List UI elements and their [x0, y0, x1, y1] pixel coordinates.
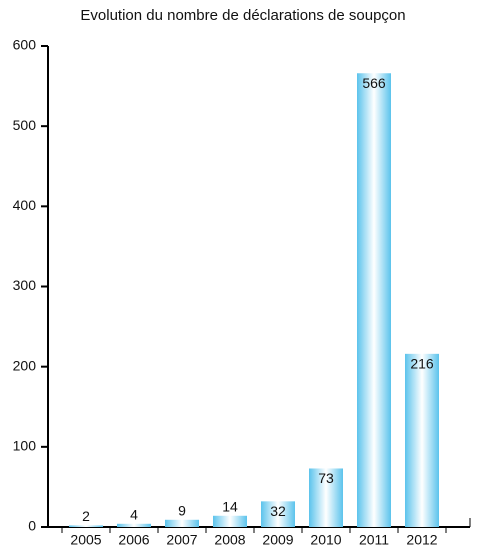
- x-tick-label: 2009: [262, 532, 293, 548]
- y-tick-label: 200: [13, 357, 37, 373]
- y-tick-label: 0: [28, 518, 36, 534]
- y-tick-label: 300: [13, 277, 37, 293]
- bar: [165, 519, 199, 527]
- x-tick-label: 2008: [214, 532, 245, 548]
- value-label: 4: [130, 506, 138, 522]
- value-label: 216: [410, 356, 434, 372]
- y-tick-label: 100: [13, 438, 37, 454]
- value-label: 566: [362, 75, 386, 91]
- x-tick-label: 2012: [406, 532, 437, 548]
- bar: [357, 73, 391, 528]
- bar: [405, 353, 439, 527]
- x-tick-label: 2007: [166, 532, 197, 548]
- x-tick-label: 2005: [70, 532, 101, 548]
- x-tick-label: 2011: [359, 532, 389, 548]
- value-label: 9: [178, 502, 186, 518]
- value-label: 32: [270, 503, 286, 519]
- chart-title: Evolution du nombre de déclarations de s…: [80, 7, 405, 24]
- bar: [213, 515, 247, 527]
- value-label: 73: [318, 470, 334, 486]
- x-tick-label: 2010: [310, 532, 341, 548]
- y-tick-label: 600: [13, 37, 37, 53]
- bar: [261, 501, 295, 527]
- value-label: 14: [222, 498, 238, 514]
- x-tick-label: 2006: [118, 532, 149, 548]
- value-label: 2: [82, 508, 90, 524]
- bar: [117, 523, 151, 527]
- bar: [309, 468, 343, 527]
- y-tick-label: 500: [13, 117, 37, 133]
- y-tick-label: 400: [13, 197, 37, 213]
- bar: [69, 525, 103, 527]
